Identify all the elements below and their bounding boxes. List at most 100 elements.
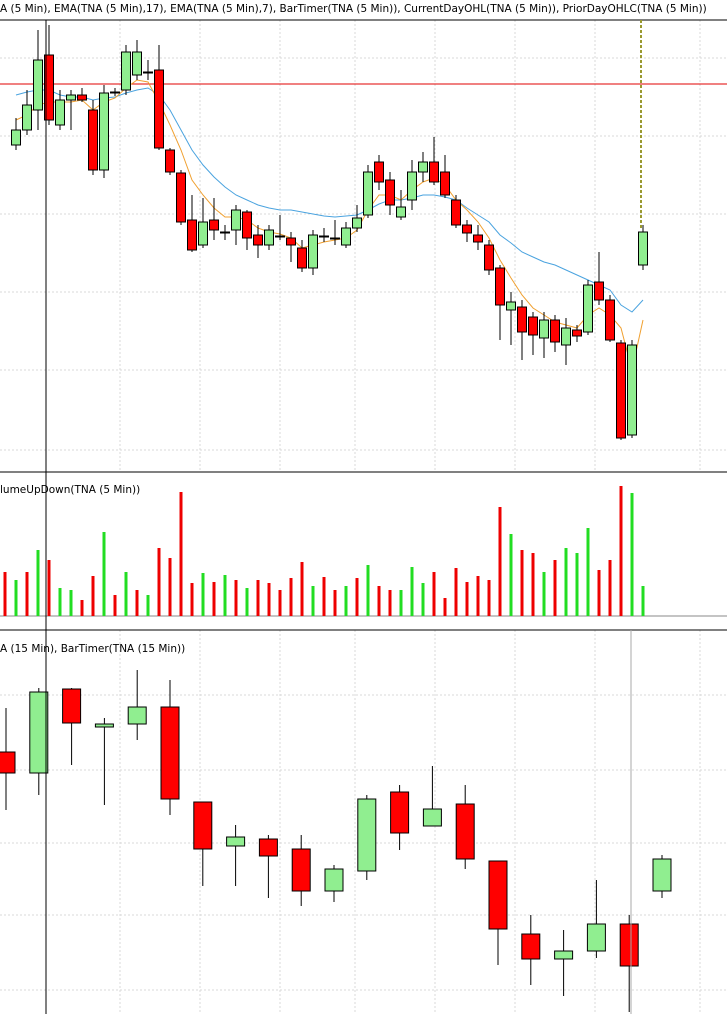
volume-bar xyxy=(102,532,106,616)
volume-bar xyxy=(421,583,425,616)
volume-bar xyxy=(322,577,326,616)
candle-body xyxy=(616,342,626,439)
volume-bar xyxy=(146,595,150,616)
volume-bar xyxy=(586,528,590,616)
volume-bar xyxy=(267,583,271,616)
volume-bar xyxy=(179,492,183,616)
volume-bar xyxy=(399,590,403,616)
candle-body xyxy=(484,244,494,271)
volume-bar xyxy=(388,590,392,616)
volume-bar xyxy=(509,534,513,616)
candle-body xyxy=(264,229,274,246)
candle-body xyxy=(352,217,362,229)
candle-body xyxy=(253,234,263,246)
volume-bar xyxy=(333,590,337,616)
candle-body xyxy=(627,344,637,436)
candle-body xyxy=(187,219,197,251)
candle-body xyxy=(488,860,508,930)
candle-body xyxy=(55,99,65,126)
candle-body xyxy=(473,234,483,243)
volume-bar xyxy=(190,583,194,616)
volume-bar xyxy=(311,586,315,616)
volume-bar xyxy=(212,582,216,616)
volume-bar xyxy=(58,588,62,616)
volume-bar xyxy=(377,586,381,616)
volume-bar xyxy=(278,590,282,616)
candle-body xyxy=(77,94,87,101)
candle-body xyxy=(521,933,541,960)
candle-body xyxy=(209,219,219,231)
candle-body xyxy=(440,171,450,196)
candle-body xyxy=(198,221,208,246)
candle-body xyxy=(110,91,120,94)
candle-body xyxy=(462,224,472,234)
volume-bar xyxy=(355,578,359,616)
candle-body xyxy=(22,104,32,131)
candle-body xyxy=(127,706,147,725)
candle-body xyxy=(605,299,615,341)
volume-bar xyxy=(168,558,172,616)
volume-bar xyxy=(366,565,370,616)
candle-body xyxy=(390,791,410,834)
candle-body xyxy=(62,688,82,724)
candle-body xyxy=(385,179,395,206)
volume-bar xyxy=(289,578,293,616)
candle-body xyxy=(66,94,76,101)
volume-bar xyxy=(69,590,73,616)
candle-body xyxy=(0,751,16,774)
volume-bar xyxy=(256,580,260,616)
volume-bar xyxy=(344,586,348,616)
volume-bar xyxy=(25,572,29,616)
candle-body xyxy=(88,109,98,171)
volume-bar xyxy=(201,573,205,616)
volume-bar xyxy=(520,550,524,616)
candle-body xyxy=(517,306,527,333)
volume-bar xyxy=(3,572,7,616)
candle-body xyxy=(638,231,648,266)
volume-bar xyxy=(619,486,623,616)
volume-bar xyxy=(597,570,601,616)
candle-body xyxy=(539,319,549,339)
volume-bar xyxy=(476,576,480,616)
volume-bar xyxy=(575,553,579,616)
candle-body xyxy=(429,161,439,183)
volume-bar xyxy=(234,580,238,616)
candle-body xyxy=(94,723,114,728)
candle-body xyxy=(99,92,109,171)
candle-body xyxy=(561,327,571,346)
candle-body xyxy=(11,129,21,146)
candle-body xyxy=(143,71,153,74)
volume-bar xyxy=(124,572,128,616)
candle-body xyxy=(154,69,164,149)
candle-body xyxy=(324,868,344,892)
candle-body xyxy=(132,51,142,76)
candle-body xyxy=(291,848,311,892)
candle-body xyxy=(422,808,442,827)
candle-body xyxy=(297,247,307,269)
pane-title: A (15 Min), BarTimer(TNA (15 Min)) xyxy=(0,643,185,655)
candle-body xyxy=(554,950,574,960)
candle-body xyxy=(242,211,252,239)
candle-body xyxy=(451,199,461,226)
candle-body xyxy=(226,836,246,847)
candle-body xyxy=(258,838,278,857)
candle-body xyxy=(652,858,672,892)
candle-body xyxy=(374,161,384,183)
volume-bar xyxy=(630,493,634,616)
candle-body xyxy=(594,281,604,301)
volume-bar xyxy=(487,580,491,616)
volume-bar xyxy=(223,575,227,616)
candle-body xyxy=(495,267,505,306)
ema-line xyxy=(15,87,644,313)
candle-body xyxy=(286,237,296,246)
volume-bar xyxy=(564,548,568,616)
candle-body xyxy=(220,231,230,234)
pane-title: lumeUpDown(TNA (5 Min)) xyxy=(0,484,140,496)
candle-body xyxy=(341,227,351,246)
candle-body xyxy=(396,206,406,218)
candle-body xyxy=(363,171,373,216)
volume-bar xyxy=(641,586,645,616)
volume-bar xyxy=(135,590,139,616)
volume-bar xyxy=(542,572,546,616)
